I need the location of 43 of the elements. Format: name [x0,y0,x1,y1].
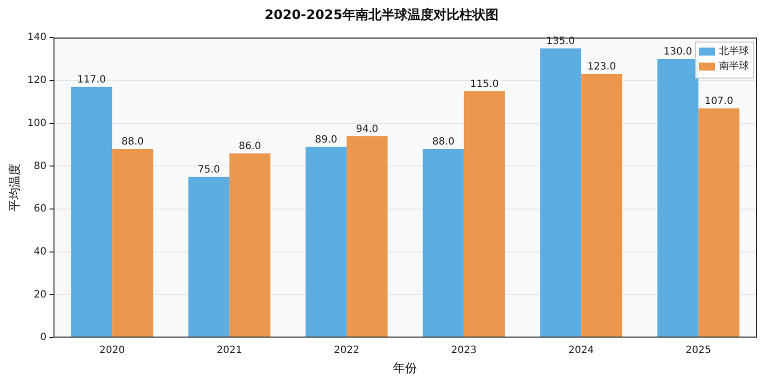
data-label: 123.0 [587,62,616,73]
data-label: 89.0 [314,134,338,146]
y-tick-label: 60 [34,204,46,215]
data-label: 94.0 [356,124,378,135]
bar [188,176,230,338]
data-label: 117.0 [77,74,106,86]
x-axis-title: 年份 [393,360,418,375]
chart-title: 2020-2025年南北半球温度对比柱状图 [264,7,498,24]
y-tick-label: 0 [40,332,46,344]
data-label: 135.0 [546,36,575,47]
x-tick-label: 2020 [99,345,125,356]
bar [71,86,112,338]
data-label: 86.0 [238,140,262,152]
data-label: 115.0 [470,78,499,90]
data-label: 130.0 [664,46,692,58]
bar [306,146,347,338]
data-label: 88.0 [122,136,144,148]
legend-label: 北半球 [719,45,749,58]
y-tick-label: 140 [27,32,46,44]
data-label: 75.0 [198,164,220,176]
y-tick-label: 40 [34,246,46,258]
bar [464,91,505,338]
x-tick-label: 2023 [451,345,477,356]
y-tick-label: 80 [34,160,46,172]
bar [540,48,582,338]
y-tick-label: 120 [27,75,46,86]
bar [581,74,622,338]
bar [657,59,698,338]
x-tick-label: 2021 [216,345,242,356]
x-tick-label: 2022 [334,345,360,356]
bar [698,108,740,338]
data-label: 88.0 [432,136,454,148]
bar [346,136,388,338]
data-label: 107.0 [704,96,734,107]
y-axis-title: 平均温度 [7,164,22,212]
x-tick-label: 2025 [686,345,712,356]
legend-label: 南半球 [719,60,749,72]
bar [422,149,464,338]
bar [112,149,154,338]
y-tick-label: 100 [27,118,46,129]
y-tick-label: 20 [34,289,46,300]
bar [229,153,270,338]
x-tick-label: 2024 [568,345,594,356]
